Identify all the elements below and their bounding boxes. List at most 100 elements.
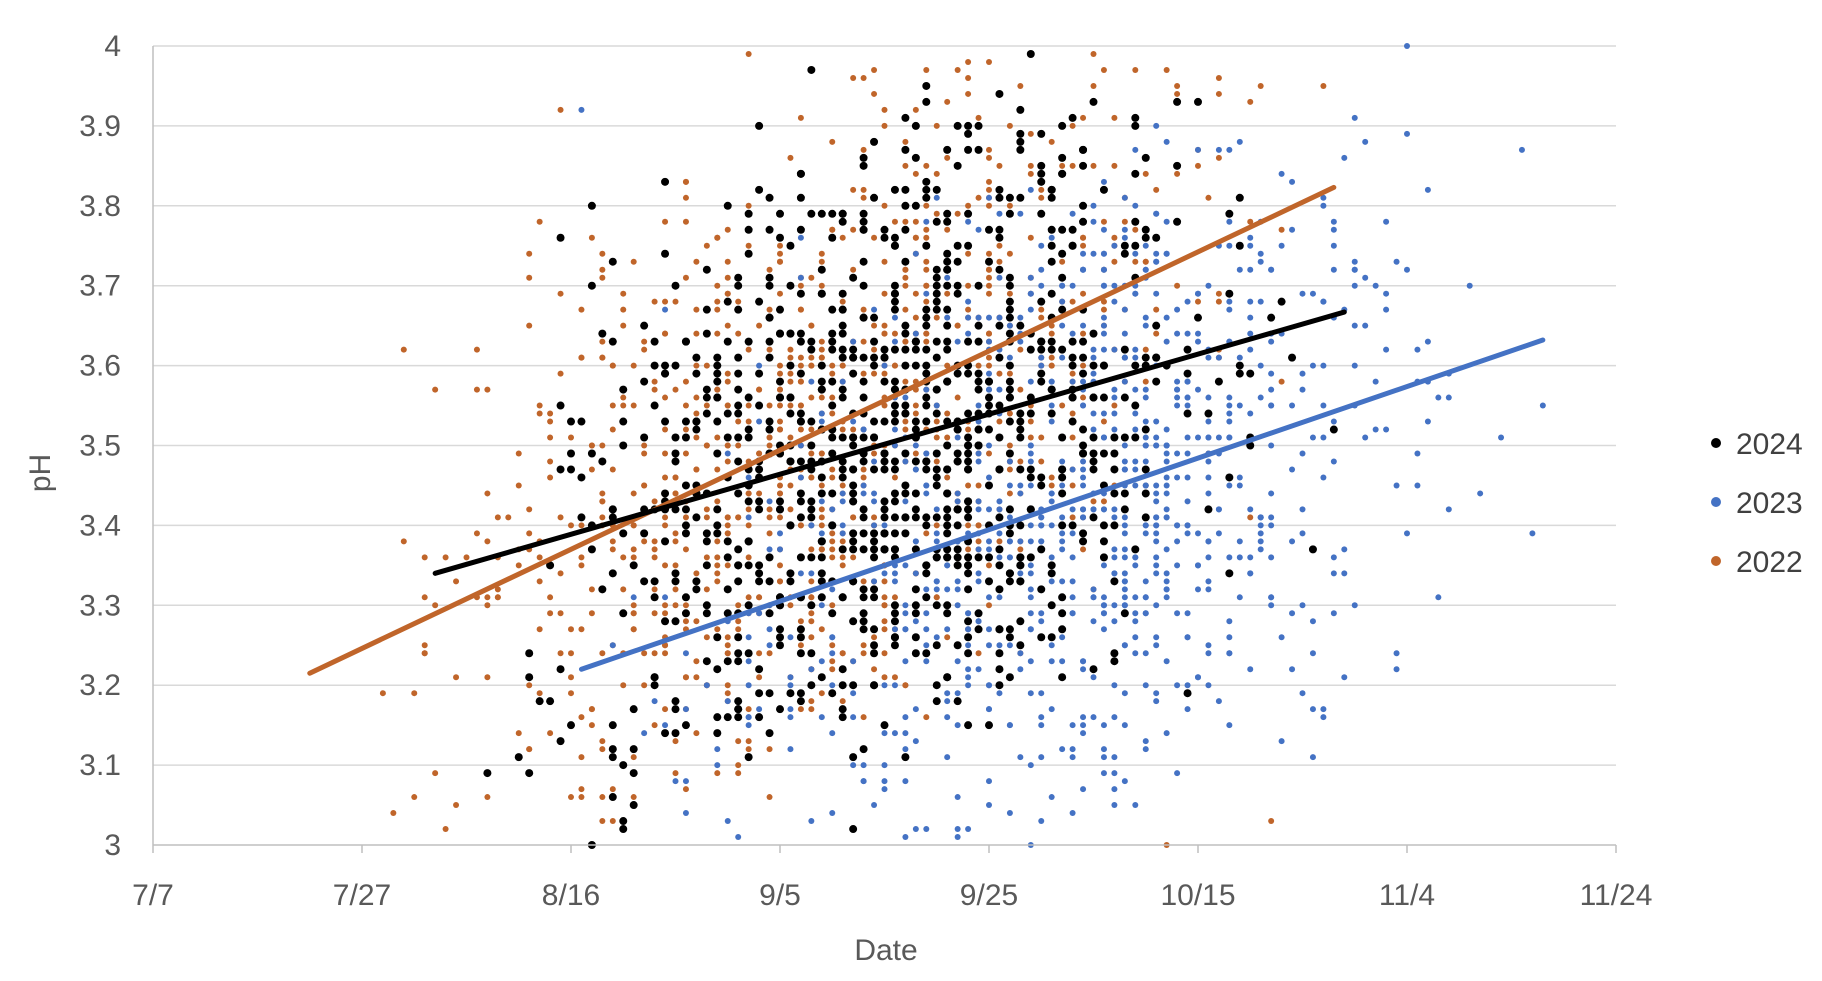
point-2023 <box>1153 122 1160 129</box>
point-2022 <box>986 146 992 153</box>
point-2023 <box>1027 594 1034 601</box>
point-2023 <box>1174 378 1181 385</box>
point-2024 <box>1016 129 1025 138</box>
point-2023 <box>1059 530 1066 537</box>
point-2024 <box>1058 305 1067 314</box>
point-2024 <box>1089 97 1098 106</box>
point-2022 <box>1090 82 1097 89</box>
point-2023 <box>1247 234 1254 241</box>
point-2024 <box>1089 449 1098 458</box>
point-2024 <box>890 465 899 474</box>
point-2023 <box>923 218 930 225</box>
point-2022 <box>902 426 909 433</box>
point-2024 <box>890 497 899 506</box>
point-2024 <box>1005 625 1014 634</box>
point-2023 <box>1195 386 1201 393</box>
point-2024 <box>1058 593 1067 602</box>
point-2024 <box>744 753 753 762</box>
point-2024 <box>1110 577 1119 586</box>
point-2022 <box>599 266 606 273</box>
point-2024 <box>608 793 617 802</box>
point-2023 <box>902 746 909 753</box>
point-2023 <box>797 442 804 449</box>
point-2023 <box>1142 386 1149 393</box>
point-2023 <box>1393 258 1400 265</box>
point-2023 <box>1205 650 1212 657</box>
point-2024 <box>932 273 941 282</box>
point-2022 <box>557 570 564 577</box>
point-2024 <box>964 561 973 570</box>
point-2023 <box>1142 442 1149 449</box>
point-2023 <box>850 762 857 769</box>
point-2024 <box>1152 353 1161 362</box>
x-tick-label: 10/15 <box>1160 879 1235 912</box>
point-2024 <box>943 345 952 354</box>
point-2024 <box>1047 385 1056 394</box>
point-2024 <box>640 529 649 538</box>
point-2022 <box>390 810 397 817</box>
point-2024 <box>985 377 993 386</box>
point-2023 <box>1414 346 1421 353</box>
point-2022 <box>724 562 731 569</box>
point-2022 <box>871 66 878 73</box>
point-2022 <box>860 194 867 201</box>
point-2023 <box>1142 266 1149 273</box>
point-2023 <box>1320 194 1327 201</box>
point-2024 <box>796 697 805 706</box>
point-2023 <box>1184 394 1191 401</box>
point-2023 <box>1424 418 1431 425</box>
point-2024 <box>838 705 847 714</box>
point-2023 <box>1163 250 1170 257</box>
point-2024 <box>870 649 879 658</box>
point-2022 <box>505 514 512 521</box>
point-2023 <box>1153 258 1160 265</box>
point-2024 <box>1214 377 1223 386</box>
point-2023 <box>1309 434 1316 441</box>
point-2024 <box>849 345 858 354</box>
point-2023 <box>1142 322 1149 329</box>
point-2022 <box>766 514 773 521</box>
point-2023 <box>891 338 898 345</box>
point-2024 <box>734 273 743 282</box>
point-2022 <box>797 354 804 361</box>
point-2024 <box>964 241 973 250</box>
point-2023 <box>1184 450 1191 457</box>
point-2024 <box>838 713 847 722</box>
point-2022 <box>850 74 857 81</box>
point-2024 <box>807 337 816 346</box>
point-2024 <box>1026 345 1035 354</box>
point-2023 <box>745 634 752 641</box>
point-2024 <box>849 441 858 450</box>
point-2023 <box>1247 242 1254 249</box>
point-2024 <box>765 729 774 738</box>
point-2023 <box>975 402 982 409</box>
point-2024 <box>1099 361 1108 370</box>
point-2022 <box>693 730 700 737</box>
point-2023 <box>1268 522 1275 529</box>
point-2022 <box>662 426 669 433</box>
point-2024 <box>995 625 1004 634</box>
point-2022 <box>902 418 909 425</box>
point-2024 <box>838 321 847 330</box>
point-2022 <box>881 122 888 129</box>
point-2022 <box>1017 386 1024 393</box>
point-2024 <box>744 433 753 442</box>
point-2023 <box>797 274 804 281</box>
point-2022 <box>630 546 637 553</box>
point-2023 <box>1268 370 1275 377</box>
point-2023 <box>1132 290 1139 297</box>
point-2022 <box>965 90 972 97</box>
point-2022 <box>902 682 909 689</box>
point-2024 <box>974 425 983 434</box>
point-2024 <box>943 601 952 610</box>
point-2022 <box>1048 474 1055 481</box>
point-2024 <box>870 465 879 474</box>
point-2024 <box>713 417 722 426</box>
point-2024 <box>964 441 973 450</box>
point-2023 <box>682 778 689 785</box>
point-2023 <box>1111 602 1118 609</box>
point-2022 <box>818 514 825 521</box>
point-2022 <box>609 362 616 369</box>
point-2024 <box>880 513 889 522</box>
point-2022 <box>547 418 554 425</box>
